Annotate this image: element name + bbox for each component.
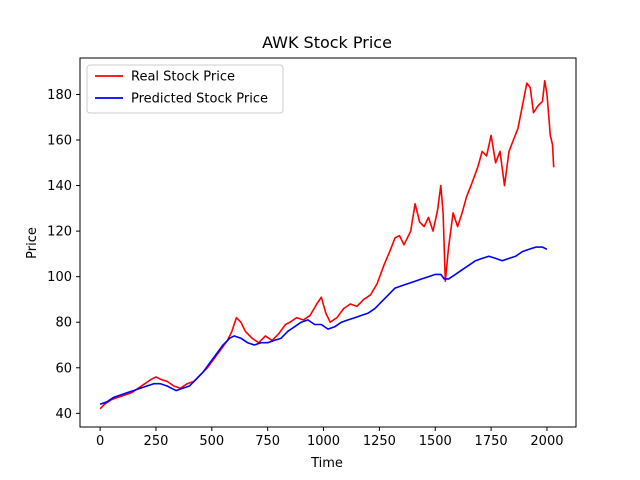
legend-label-1: Real Stock Price bbox=[131, 70, 235, 85]
legend-label-2: Predicted Stock Price bbox=[131, 92, 268, 107]
x-tick-label: 250 bbox=[144, 434, 169, 449]
y-tick-label: 40 bbox=[55, 407, 72, 422]
y-axis-label: Price bbox=[25, 227, 40, 259]
x-tick-label: 1750 bbox=[475, 434, 508, 449]
x-tick-label: 500 bbox=[199, 434, 224, 449]
legend-box bbox=[86, 64, 284, 114]
x-tick-label: 2000 bbox=[530, 434, 563, 449]
series-line-2 bbox=[99, 246, 548, 405]
x-tick-label: 0 bbox=[96, 434, 104, 449]
x-tick-label: 750 bbox=[255, 434, 280, 449]
y-tick-label: 80 bbox=[55, 316, 72, 331]
x-axis-label: Time bbox=[310, 456, 343, 471]
axes: 0 250 500 750 1000 1250 1500 1750 2000 40 60 80 100 1… bbox=[47, 57, 577, 449]
y-tick-label: 100 bbox=[47, 270, 72, 285]
chart-title: AWK Stock Price bbox=[262, 33, 392, 52]
plot-frame bbox=[79, 57, 577, 428]
y-tick-label: 60 bbox=[55, 361, 72, 376]
series-line-1 bbox=[99, 80, 555, 410]
y-tick-label: 180 bbox=[47, 88, 72, 103]
x-tick-label: 1000 bbox=[307, 434, 340, 449]
x-tick-label: 1500 bbox=[419, 434, 452, 449]
plot-area bbox=[99, 80, 555, 410]
legend: Real Stock Price Predicted Stock Price bbox=[86, 64, 284, 114]
y-tick-label: 160 bbox=[47, 134, 72, 149]
y-tick-label: 140 bbox=[47, 179, 72, 194]
y-tick-label: 120 bbox=[47, 225, 72, 240]
x-tick-label: 1250 bbox=[363, 434, 396, 449]
